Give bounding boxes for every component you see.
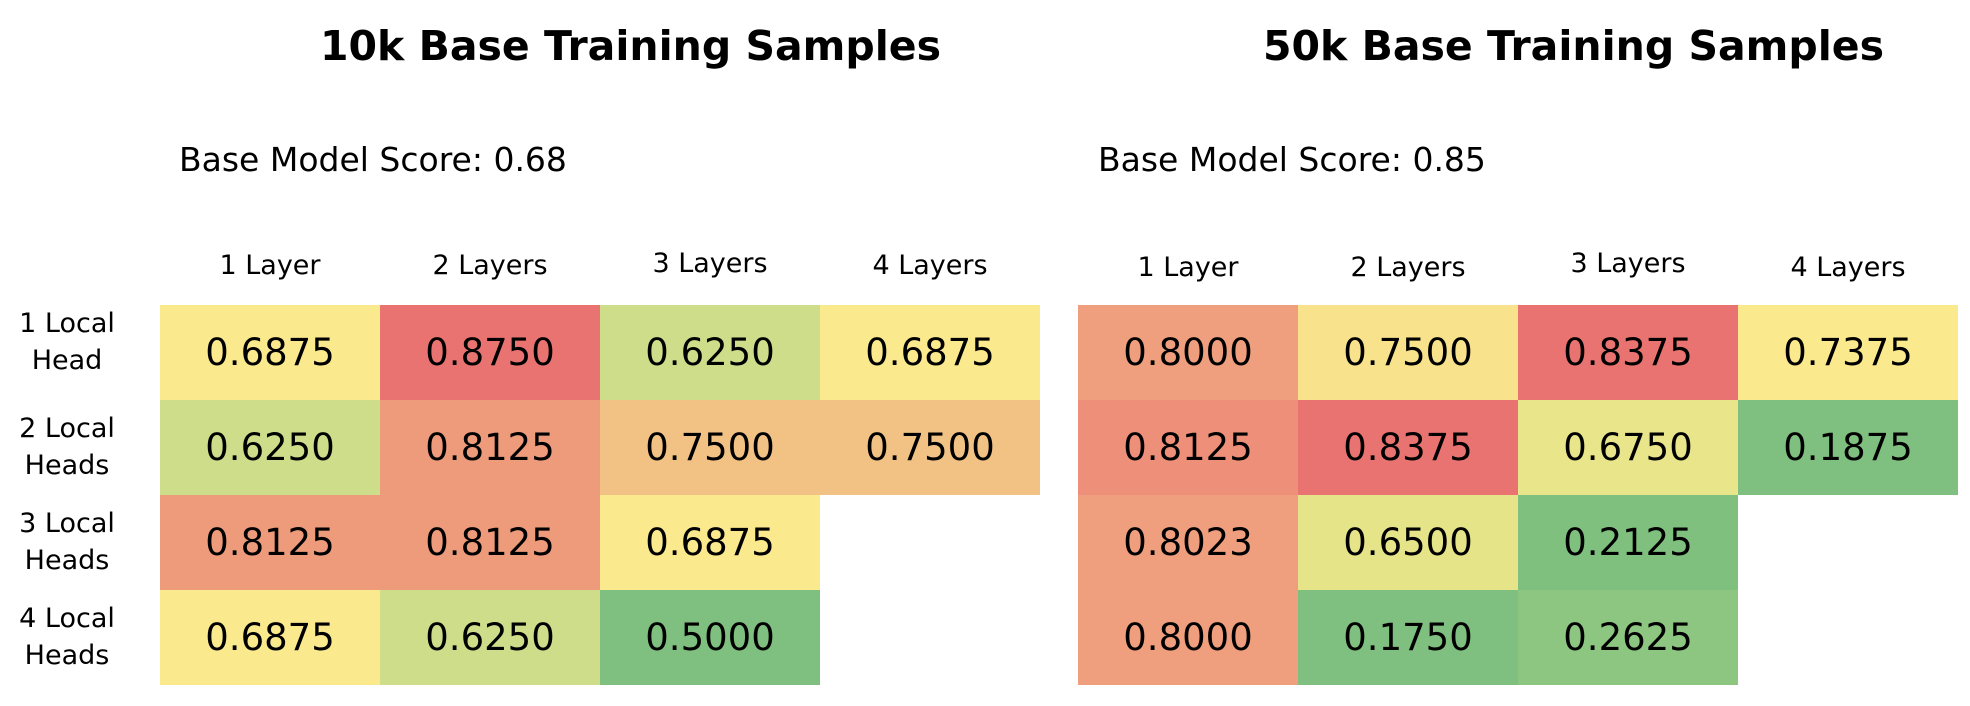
column-header: 4 Layers <box>872 250 988 281</box>
heatmap-cell: 0.6750 <box>1518 400 1738 495</box>
heatmap-cell: 0.6875 <box>600 495 820 590</box>
heatmap-cell: 0.2625 <box>1518 590 1738 685</box>
column-header: 4 Layers <box>1790 252 1906 283</box>
heatmap-cell: 0.8375 <box>1518 305 1738 400</box>
base-model-score: Base Model Score: 0.85 <box>1098 140 1486 179</box>
heatmap-panel-10k: 10k Base Training Samples Base Model Sco… <box>19 22 1040 685</box>
column-header: 1 Layer <box>1137 252 1239 283</box>
heatmap-cell: 0.1750 <box>1298 590 1518 685</box>
heatmap-cell: 0.8375 <box>1298 400 1518 495</box>
heatmap-cell: 0.6250 <box>160 400 380 495</box>
heatmap-panel-50k: 50k Base Training Samples Base Model Sco… <box>1050 0 1970 706</box>
heatmap-cell: 0.8125 <box>380 495 600 590</box>
heatmap-cell: 0.2125 <box>1518 495 1738 590</box>
heatmap-cell: 0.7500 <box>1298 305 1518 400</box>
column-header: 2 Layers <box>432 250 548 281</box>
heatmap-cell: 0.6250 <box>600 305 820 400</box>
column-header: 3 Layers <box>652 248 768 279</box>
row-header: 2 Local Heads <box>19 413 115 481</box>
row-header: 1 Local Head <box>19 308 115 376</box>
column-header: 3 Layers <box>1570 248 1686 279</box>
heatmap-cell: 0.8125 <box>380 400 600 495</box>
row-header: 4 Local Heads <box>19 603 115 671</box>
heatmap-cell: 0.1875 <box>1738 400 1958 495</box>
heatmap-cell: 0.8023 <box>1078 495 1298 590</box>
heatmap-cell: 0.6875 <box>820 305 1040 400</box>
heatmap-cell: 0.5000 <box>600 590 820 685</box>
heatmap-cell: 0.6875 <box>160 305 380 400</box>
column-header: 1 Layer <box>219 250 321 281</box>
heatmap-cell: 0.8000 <box>1078 305 1298 400</box>
heatmap-cell: 0.6250 <box>380 590 600 685</box>
heatmap-cell: 0.8750 <box>380 305 600 400</box>
heatmap-cell: 0.8125 <box>160 495 380 590</box>
heatmap-cell: 0.7500 <box>600 400 820 495</box>
heatmap-cell: 0.6875 <box>160 590 380 685</box>
heatmap-cell: 0.7500 <box>820 400 1040 495</box>
heatmap-cell: 0.7375 <box>1738 305 1958 400</box>
chart-title: 50k Base Training Samples <box>1263 22 1884 70</box>
row-header: 3 Local Heads <box>19 508 115 576</box>
heatmap-cell: 0.8000 <box>1078 590 1298 685</box>
chart-title: 10k Base Training Samples <box>320 22 941 70</box>
base-model-score: Base Model Score: 0.68 <box>179 140 567 179</box>
column-header: 2 Layers <box>1350 252 1466 283</box>
heatmap-cell: 0.8125 <box>1078 400 1298 495</box>
heatmap-cell: 0.6500 <box>1298 495 1518 590</box>
